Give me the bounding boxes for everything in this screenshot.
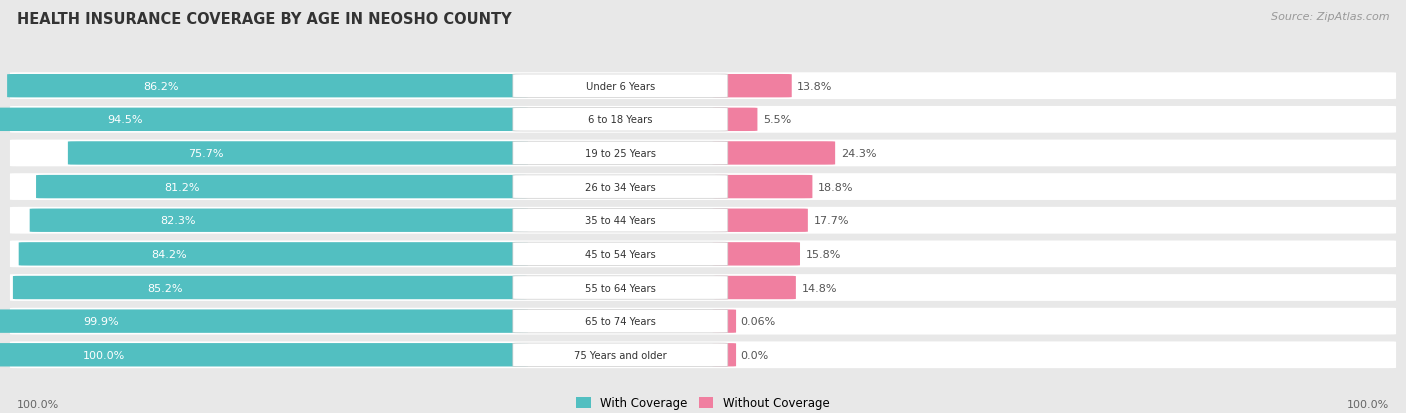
Text: 99.9%: 99.9% xyxy=(83,316,120,326)
FancyBboxPatch shape xyxy=(10,207,1396,234)
Text: 81.2%: 81.2% xyxy=(165,182,200,192)
Text: 94.5%: 94.5% xyxy=(107,115,142,125)
Text: HEALTH INSURANCE COVERAGE BY AGE IN NEOSHO COUNTY: HEALTH INSURANCE COVERAGE BY AGE IN NEOS… xyxy=(17,12,512,27)
Text: 15.8%: 15.8% xyxy=(806,249,841,259)
FancyBboxPatch shape xyxy=(713,176,813,199)
FancyBboxPatch shape xyxy=(713,343,737,367)
FancyBboxPatch shape xyxy=(10,174,1396,200)
FancyBboxPatch shape xyxy=(713,276,796,299)
FancyBboxPatch shape xyxy=(0,108,529,132)
FancyBboxPatch shape xyxy=(713,75,792,98)
FancyBboxPatch shape xyxy=(13,276,529,299)
FancyBboxPatch shape xyxy=(0,343,529,367)
Text: 5.5%: 5.5% xyxy=(763,115,792,125)
Text: 13.8%: 13.8% xyxy=(797,81,832,91)
FancyBboxPatch shape xyxy=(10,140,1396,167)
FancyBboxPatch shape xyxy=(10,241,1396,268)
Text: 85.2%: 85.2% xyxy=(148,283,183,293)
Text: 75 Years and older: 75 Years and older xyxy=(574,350,666,360)
FancyBboxPatch shape xyxy=(10,107,1396,133)
FancyBboxPatch shape xyxy=(67,142,529,165)
FancyBboxPatch shape xyxy=(513,276,728,299)
Text: 55 to 64 Years: 55 to 64 Years xyxy=(585,283,655,293)
FancyBboxPatch shape xyxy=(10,308,1396,335)
FancyBboxPatch shape xyxy=(10,73,1396,100)
Text: 24.3%: 24.3% xyxy=(841,149,876,159)
FancyBboxPatch shape xyxy=(513,343,728,367)
Text: Under 6 Years: Under 6 Years xyxy=(586,81,655,91)
FancyBboxPatch shape xyxy=(713,108,758,132)
Text: 0.06%: 0.06% xyxy=(741,316,776,326)
Text: 18.8%: 18.8% xyxy=(818,182,853,192)
Text: 75.7%: 75.7% xyxy=(188,149,224,159)
Text: 100.0%: 100.0% xyxy=(83,350,125,360)
Text: 45 to 54 Years: 45 to 54 Years xyxy=(585,249,655,259)
FancyBboxPatch shape xyxy=(713,310,737,333)
FancyBboxPatch shape xyxy=(37,176,529,199)
Text: 86.2%: 86.2% xyxy=(143,81,179,91)
FancyBboxPatch shape xyxy=(10,275,1396,301)
Text: 17.7%: 17.7% xyxy=(813,216,849,225)
FancyBboxPatch shape xyxy=(513,75,728,98)
FancyBboxPatch shape xyxy=(0,310,529,333)
FancyBboxPatch shape xyxy=(713,142,835,165)
FancyBboxPatch shape xyxy=(713,209,808,233)
FancyBboxPatch shape xyxy=(513,209,728,233)
FancyBboxPatch shape xyxy=(513,108,728,132)
FancyBboxPatch shape xyxy=(513,176,728,199)
FancyBboxPatch shape xyxy=(713,242,800,266)
Text: 82.3%: 82.3% xyxy=(160,216,195,225)
Text: 35 to 44 Years: 35 to 44 Years xyxy=(585,216,655,225)
Text: 0.0%: 0.0% xyxy=(740,350,769,360)
FancyBboxPatch shape xyxy=(513,242,728,266)
Text: 26 to 34 Years: 26 to 34 Years xyxy=(585,182,655,192)
Text: 84.2%: 84.2% xyxy=(152,249,187,259)
FancyBboxPatch shape xyxy=(7,75,529,98)
Text: 100.0%: 100.0% xyxy=(1347,399,1389,409)
Text: 65 to 74 Years: 65 to 74 Years xyxy=(585,316,655,326)
FancyBboxPatch shape xyxy=(30,209,529,233)
Text: 19 to 25 Years: 19 to 25 Years xyxy=(585,149,655,159)
Text: Source: ZipAtlas.com: Source: ZipAtlas.com xyxy=(1271,12,1389,22)
FancyBboxPatch shape xyxy=(18,242,529,266)
Legend: With Coverage, Without Coverage: With Coverage, Without Coverage xyxy=(572,392,834,413)
Text: 100.0%: 100.0% xyxy=(17,399,59,409)
FancyBboxPatch shape xyxy=(10,342,1396,368)
FancyBboxPatch shape xyxy=(513,142,728,165)
Text: 6 to 18 Years: 6 to 18 Years xyxy=(588,115,652,125)
FancyBboxPatch shape xyxy=(513,310,728,333)
Text: 14.8%: 14.8% xyxy=(801,283,837,293)
